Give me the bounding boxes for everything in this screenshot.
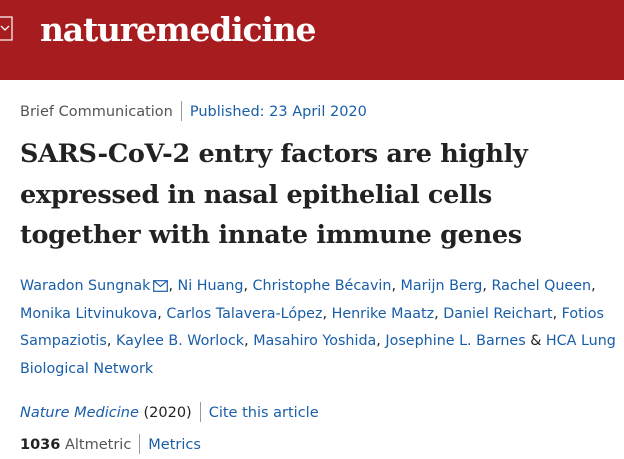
email-icon[interactable]: [153, 280, 169, 292]
separator: ,: [591, 278, 596, 294]
cite-link[interactable]: Cite this article: [208, 405, 319, 421]
article-meta: Brief Communication Published: 23 April 2…: [20, 101, 367, 121]
year: (2020): [143, 405, 192, 421]
author-link[interactable]: Ni Huang: [177, 278, 244, 294]
divider: [139, 434, 141, 454]
author-link[interactable]: Kaylee B. Worlock: [115, 333, 245, 349]
metrics-link[interactable]: Metrics: [148, 437, 201, 453]
author-link[interactable]: Masahiro Yoshida: [253, 333, 377, 349]
separator: ,: [434, 305, 439, 322]
author-link[interactable]: HCA Lung Biological Network: [20, 333, 616, 377]
altmetric-score: 1036: [20, 437, 61, 453]
separator: &: [530, 333, 542, 349]
title-line: together with innate immune genes: [20, 220, 522, 250]
separator: ,: [376, 333, 381, 349]
separator: ,: [106, 333, 112, 349]
journal-link[interactable]: Nature Medicine: [20, 405, 139, 421]
separator: ,: [482, 278, 487, 294]
site-header: naturemedicine: [0, 0, 624, 80]
separator: ,: [168, 278, 173, 294]
menu-toggle[interactable]: [0, 16, 14, 42]
separator: ,: [391, 278, 396, 294]
divider: [180, 101, 182, 121]
author-link[interactable]: Rachel Queen: [491, 278, 592, 294]
separator: ,: [243, 278, 248, 294]
author-link[interactable]: Carlos Talavera-López: [166, 305, 323, 322]
article-type: Brief Communication: [20, 104, 173, 120]
author-list: Waradon Sungnak, Ni Huang, Christophe Bé…: [20, 273, 620, 383]
altmetric-label: Altmetric: [64, 437, 132, 453]
author-link[interactable]: Marijn Berg: [400, 278, 483, 294]
author-link[interactable]: Waradon Sungnak: [20, 278, 151, 294]
article-title: SARS-CoV-2 entry factors are highly expre…: [20, 134, 528, 256]
title-line: expressed in nasal epithelial cells: [20, 179, 492, 210]
author-link[interactable]: Josephine L. Barnes: [385, 333, 526, 349]
separator: ,: [552, 305, 558, 322]
author-link[interactable]: Daniel Reichart: [443, 305, 553, 322]
citation: Nature Medicine (2020) Cite this article: [20, 402, 319, 422]
author-link[interactable]: Henrike Maatz: [331, 305, 435, 322]
separator: ,: [322, 305, 328, 322]
logo[interactable]: naturemedicine: [40, 10, 317, 49]
separator: ,: [244, 333, 249, 349]
divider: [199, 402, 201, 422]
title-line: SARS-CoV-2 entry factors are highly: [20, 139, 528, 169]
separator: ,: [157, 305, 162, 322]
author-link[interactable]: Christophe Bécavin: [252, 278, 392, 294]
author-link[interactable]: Monika Litvinukova: [20, 305, 158, 322]
published-date: Published: 23 April 2020: [189, 104, 367, 120]
author-link[interactable]: Fotios Sampaziotis: [20, 305, 604, 350]
metrics-bar: 1036 Altmetric Metrics: [20, 434, 201, 454]
